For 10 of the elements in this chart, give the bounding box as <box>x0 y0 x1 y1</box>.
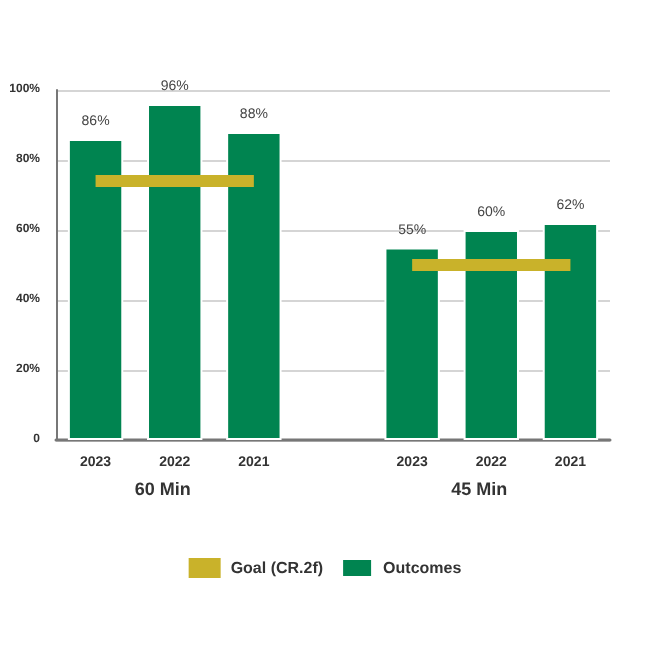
bar <box>463 230 519 440</box>
bar <box>147 104 203 440</box>
bar <box>226 132 282 440</box>
bar <box>542 223 599 440</box>
bar <box>67 139 124 440</box>
legend-label: Outcomes <box>383 559 463 577</box>
bar <box>384 247 440 440</box>
text: 45 Min <box>451 479 508 499</box>
text: 60 Min <box>134 479 191 499</box>
legend-label: Goal (CR.2f) <box>230 559 324 577</box>
